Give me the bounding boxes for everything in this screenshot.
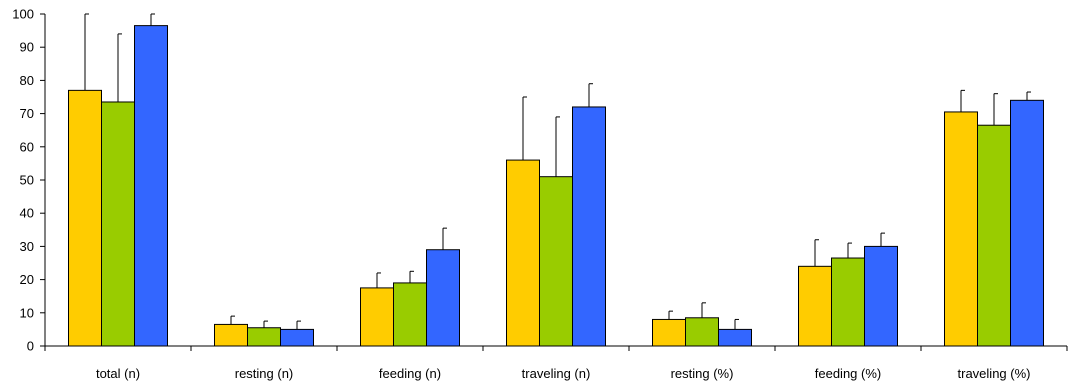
bar [718,328,752,347]
category-label: resting (%) [671,366,734,381]
bar [134,25,168,347]
bar [506,159,540,347]
bar [944,111,978,347]
y-tick-label: 20 [20,272,34,287]
bar [572,106,606,347]
y-tick-label: 40 [20,206,34,221]
error-bars [84,13,1031,330]
bar [247,327,281,347]
category-label: feeding (%) [815,366,881,381]
y-tick-label: 90 [20,40,34,55]
bar [426,249,460,347]
y-tick-label: 60 [20,139,34,154]
y-tick-label: 50 [20,173,34,188]
bar [1010,99,1044,347]
bar [685,317,719,347]
y-tick-label: 80 [20,73,34,88]
y-axis: 0 10 20 30 40 50 60 70 80 90 100 [12,7,46,354]
bar [831,257,865,347]
bar [68,89,102,347]
y-tick-label: 30 [20,239,34,254]
bar [360,287,394,347]
category-label: total (n) [96,366,140,381]
bar [539,176,573,347]
bar [798,265,832,347]
category-label: feeding (n) [379,366,441,381]
category-label: resting (n) [235,366,294,381]
y-tick-label: 100 [12,7,34,22]
category-label: traveling (n) [522,366,591,381]
bar [864,245,898,347]
y-tick-label: 10 [20,305,34,320]
category-labels: total (n) resting (n) feeding (n) traveling… [96,366,1031,381]
bar [977,124,1011,347]
category-label: traveling (%) [958,366,1031,381]
y-tick-label: 0 [27,339,34,354]
bar [652,318,686,347]
x-axis [44,345,1068,351]
bars [68,25,1044,347]
bar [280,328,314,347]
y-tick-label: 70 [20,106,34,121]
bar [393,282,427,347]
bar [101,101,135,347]
bar [214,323,248,347]
